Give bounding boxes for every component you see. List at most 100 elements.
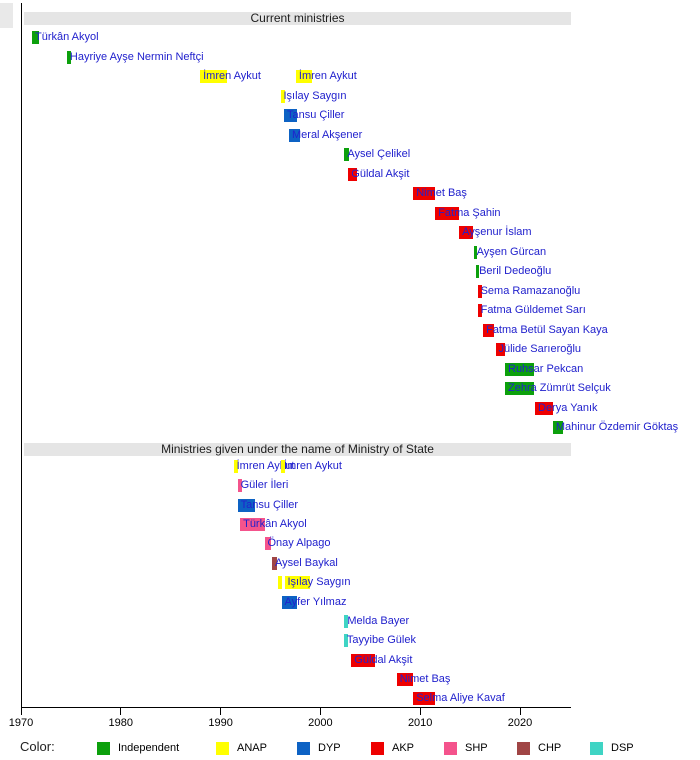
timeline-bar [413,187,435,200]
timeline-bar [284,109,297,122]
minister-link[interactable]: Tansu Çiller [287,109,345,121]
legend-item-label: Independent [118,742,180,754]
timeline-bar [435,206,459,220]
corner-box [0,3,13,28]
legend-swatch [297,742,310,755]
minister-link[interactable]: Selma Aliye Kavaf [416,692,505,705]
legend-swatch [97,742,110,755]
minister-link[interactable]: Sema Ramazanoğlu [480,284,581,297]
minister-link[interactable]: Işılay Saygın [287,576,351,589]
timeline-bar [233,460,238,473]
minister-link[interactable]: Güler İleri [240,479,289,492]
year-label: 1970 [8,717,34,729]
timeline-bar [552,421,563,434]
minister-link[interactable]: İmren Aykut [203,70,261,82]
legend-swatch [371,742,384,755]
minister-link[interactable]: İmren Aykut [236,460,295,472]
timeline-bar [284,576,311,590]
timeline-bar [237,479,243,493]
timeline-bar [343,634,349,648]
timeline-bar [344,614,349,628]
timeline-bar [264,537,271,551]
timeline-bar [396,672,414,686]
minister-link[interactable]: Mahinur Özdemir Göktaş [555,421,679,433]
minister-link[interactable]: Nimet Baş [416,187,467,199]
minister-link[interactable]: Önay Alpago [267,537,331,550]
minister-link[interactable]: Melda Bayer [347,614,410,627]
timeline-bar [476,265,480,278]
minister-link[interactable]: Fatma Betül Sayan Kaya [486,323,608,336]
minister-link[interactable]: Jülide Sarıeroğlu [498,343,582,355]
legend-item-label: ANAP [237,742,267,754]
minister-link[interactable]: Zehra Zümrüt Selçuk [508,382,611,394]
timeline-bar [505,382,534,395]
year-tick [220,707,222,715]
year-tick [519,707,521,715]
minister-link[interactable]: Güldal Akşit [351,167,410,180]
timeline-bar [477,304,483,317]
minister-link[interactable]: Tayyibe Gülek [346,634,416,647]
year-tick [419,707,421,715]
timeline-bar [289,128,300,142]
minister-link[interactable]: Ayşen Gürcan [476,245,547,258]
minister-link[interactable]: Aysel Çelikel [347,148,411,160]
minister-link[interactable]: Türkân Akyol [35,31,99,43]
minister-link[interactable]: Ayşenur İslam [462,226,532,238]
timeline-bar [200,70,227,83]
timeline-bar [505,362,534,376]
timeline-bar [32,31,39,44]
legend-item-label: SHP [465,742,488,754]
timeline-bar [281,595,297,609]
minister-link[interactable]: Tansu Çiller [240,498,299,511]
timeline-bar [477,284,483,298]
minister-link[interactable]: Nimet Baş [399,672,451,685]
legend-item-label: DSP [611,742,634,754]
legend-swatch [444,742,457,755]
timeline-bar [495,343,505,356]
minister-link[interactable]: İmren Aykut [284,460,342,472]
minister-link[interactable]: Ruhsar Pekcan [508,362,584,375]
x-axis-line [21,707,571,708]
year-label: 2000 [308,717,333,729]
legend-item-label: CHP [538,742,562,754]
minister-link[interactable]: Işılay Saygın [283,89,347,102]
minister-link[interactable]: Fatma Güldemet Sarı [480,304,586,316]
minister-link[interactable]: Fatma Şahin [438,206,501,219]
section-header-ministry-of-state: Ministries given under the name of Minis… [24,443,571,456]
timeline-bar [272,556,277,570]
timeline-bar [277,576,282,590]
timeline-bar [459,226,474,239]
minister-link[interactable]: İmren Aykut [298,70,357,82]
minister-link[interactable]: Aysel Baykal [275,556,338,569]
minister-link[interactable]: Türkân Akyol [243,518,307,530]
timeline-bar [348,167,357,181]
minister-link[interactable]: Derya Yanık [538,401,598,414]
year-label: 2020 [507,717,533,729]
year-label: 1990 [208,717,233,729]
year-tick [319,707,321,715]
section-header-current-ministries: Current ministries [24,12,571,25]
timeline-bar [413,692,436,706]
year-label: 1980 [108,717,134,729]
timeline-bar [281,460,285,473]
timeline-bar [351,653,376,667]
minister-link[interactable]: Hayriye Ayşe Nermin Neftçi [69,50,204,63]
timeline-bar [483,323,494,337]
y-axis-line [21,3,22,707]
timeline-bar [473,245,478,259]
legend-title: Color: [20,739,55,754]
timeline-bar [66,50,72,64]
legend-item-label: AKP [392,742,415,754]
legend-swatch [216,742,229,755]
timeline-bar [295,70,312,83]
minister-link[interactable]: Güldal Akşit [354,653,413,666]
timeline-bar [535,401,553,415]
legend-swatch [590,742,603,755]
minister-link[interactable]: Meral Akşener [292,128,363,141]
timeline-bar [240,518,266,531]
year-tick [120,707,122,715]
timeline-bar [237,498,255,512]
minister-link[interactable]: Ayfer Yılmaz [284,595,347,608]
minister-link[interactable]: Beril Dedeoğlu [479,265,552,277]
